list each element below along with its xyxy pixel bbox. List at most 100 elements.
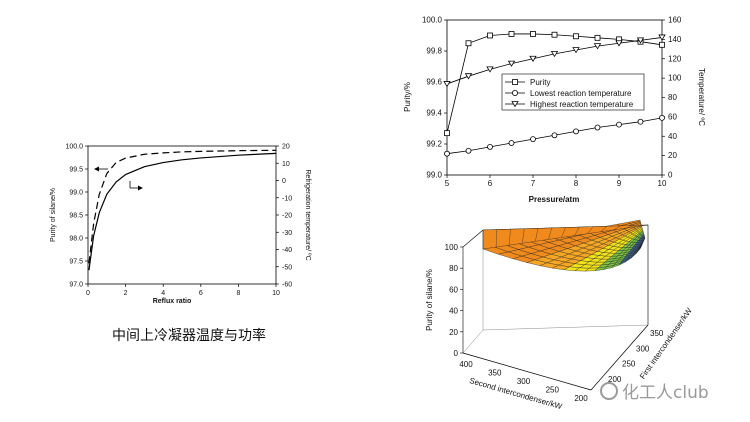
chart1-xtick-label: 6 [199, 290, 203, 297]
chart2-series-0-point [508, 31, 515, 37]
chart2-legend: Purity Lowest reaction temperature Highe… [501, 73, 645, 111]
legend-lowest-marker [512, 90, 519, 97]
surface-plateau-grid [495, 229, 497, 248]
chart1-y2tick-label: 10 [282, 161, 290, 168]
chart2-series-1-point [594, 124, 601, 131]
chart2-y2tick-label: 100 [668, 74, 682, 83]
chart3-ytick-label: 250 [622, 360, 636, 369]
watermark: 化工人club [600, 378, 709, 403]
surface-plateau-grid [548, 227, 552, 240]
chart2-series-1-point [444, 150, 450, 157]
chart1-lines [88, 149, 277, 271]
surface-cell [643, 236, 646, 240]
chart1-arrow-right-head [138, 185, 143, 191]
chart1-xtick-label: 4 [161, 290, 165, 297]
chart2-ytick-label: 99.2 [426, 140, 442, 149]
chart2-series-0-point [444, 130, 450, 137]
chart3-ztick-label: 40 [449, 307, 458, 316]
chart1-ytick-label: 97.0 [69, 282, 83, 289]
chart2-y2label: Temperature/ ºC [697, 68, 706, 126]
chart1-y2tick-label: -60 [282, 282, 292, 289]
chart1-y2tick-label: -40 [282, 247, 292, 254]
chart3-ztick-label: 0 [454, 349, 459, 358]
chart2-ytick-label: 99.0 [426, 171, 442, 180]
chart1-y2label: Refrigeration temperature/ ºC [304, 169, 311, 260]
chart2-series-2-point [486, 66, 494, 73]
chart1-y2tick-label: -30 [282, 230, 292, 237]
chart2-series-0-point [487, 32, 493, 39]
chart3-floor-front-left [462, 352, 592, 391]
chart3-ytick-label: 300 [636, 344, 650, 353]
chart3-zlabel: Purity of silane/% [425, 269, 434, 331]
chart2-series-0-point [573, 33, 579, 40]
chart2-series-2-point [572, 47, 580, 54]
chart2-series-0-point [659, 41, 665, 48]
chart1-series-0-line [88, 152, 277, 271]
chart1-xlabel: Reflux ratio [153, 298, 192, 305]
chart2-series-1-point [616, 121, 622, 128]
chart2-series-2-point [529, 55, 537, 63]
chart2-xtick-label: 5 [445, 179, 450, 188]
chart2-y2tick-label: 160 [668, 16, 682, 25]
chart3-ytick-label: 200 [608, 375, 622, 384]
watermark-logo-icon [600, 382, 618, 400]
chart2-series-1-point [530, 136, 536, 143]
chart1-xtick-label: 2 [124, 290, 128, 297]
chart2-ytick-label: 100.0 [422, 16, 443, 25]
chart2-legend-box [501, 73, 645, 111]
chart3-xtick-label: 400 [459, 360, 473, 369]
chart2-series-1-point [573, 128, 579, 135]
chart3-surface [482, 219, 649, 272]
chart2-series-0-point [465, 40, 472, 47]
chart2-series-0-point [594, 34, 601, 41]
chart1-ylabel: Purity of silane/% [50, 188, 57, 242]
legend-highest-marker [511, 101, 519, 108]
watermark-text: 化工人club [622, 383, 709, 403]
chart2-xtick-label: 10 [658, 179, 667, 188]
chart3-ytick-label: 350 [650, 329, 664, 338]
chart1-ticks: 0 2 4 6 8 10 97.0 97.5 98.0 98.5 99.0 99.5 100.0 -60 -… [65, 144, 292, 298]
chart2-series-1-point [659, 114, 665, 121]
chart3: 020406080100400350300250200200250300350 … [425, 219, 694, 411]
chart2-xtick-label: 7 [531, 179, 536, 188]
chart2-y2tick-label: 20 [668, 151, 677, 160]
chart2-lines [443, 31, 666, 157]
surface-plateau-grid [626, 225, 635, 229]
chart2-ytick-label: 99.4 [426, 109, 442, 118]
chart3-xtick-label: 300 [517, 377, 531, 386]
surface-plateau-grid [574, 226, 580, 236]
chart2-series-2-point [593, 43, 602, 50]
chart2-y2tick-label: 80 [668, 93, 677, 102]
chart2-y2tick-label: 140 [668, 35, 682, 44]
chart2-series-2-point [636, 37, 645, 44]
surface-plateau-grid [522, 228, 525, 244]
chart2-series-2-point [464, 73, 473, 80]
chart1-xtick-label: 10 [272, 290, 280, 297]
chart1-ytick-label: 97.5 [69, 259, 83, 266]
chart1-ytick-label: 98.5 [69, 213, 83, 220]
surface-plateau-grid [639, 224, 649, 227]
chart1-ytick-label: 98.0 [69, 236, 83, 243]
chart2-y2tick-label: 60 [668, 112, 677, 121]
chart1-ytick-label: 99.5 [69, 167, 83, 174]
chart1-y2tick-label: 0 [282, 178, 286, 185]
surface-plateau-grid [613, 225, 621, 230]
chart2-series-1-point [508, 140, 515, 146]
chart3-box-floor-right [482, 324, 649, 331]
chart2-series-2-point [658, 34, 666, 41]
chart1-xtick-label: 8 [236, 290, 240, 297]
chart1-y2tick-label: -10 [282, 195, 292, 202]
chart1-arrow-left-head [94, 166, 99, 172]
chart2-series-1-point [551, 132, 558, 139]
chart1-plot-area [87, 145, 277, 285]
chart3-ztick-label: 60 [449, 285, 458, 294]
legend-purity-marker [512, 79, 518, 85]
chart2-series-2-point [550, 51, 559, 58]
chart3-floor-front-right [590, 324, 649, 391]
chart2-series-2-point [443, 81, 451, 88]
chart2-ytick-label: 99.6 [426, 78, 442, 87]
chart2-xtick-label: 9 [617, 179, 622, 188]
chart3-box-floor-back [462, 329, 484, 354]
chart3-xtick-label: 350 [488, 369, 502, 378]
